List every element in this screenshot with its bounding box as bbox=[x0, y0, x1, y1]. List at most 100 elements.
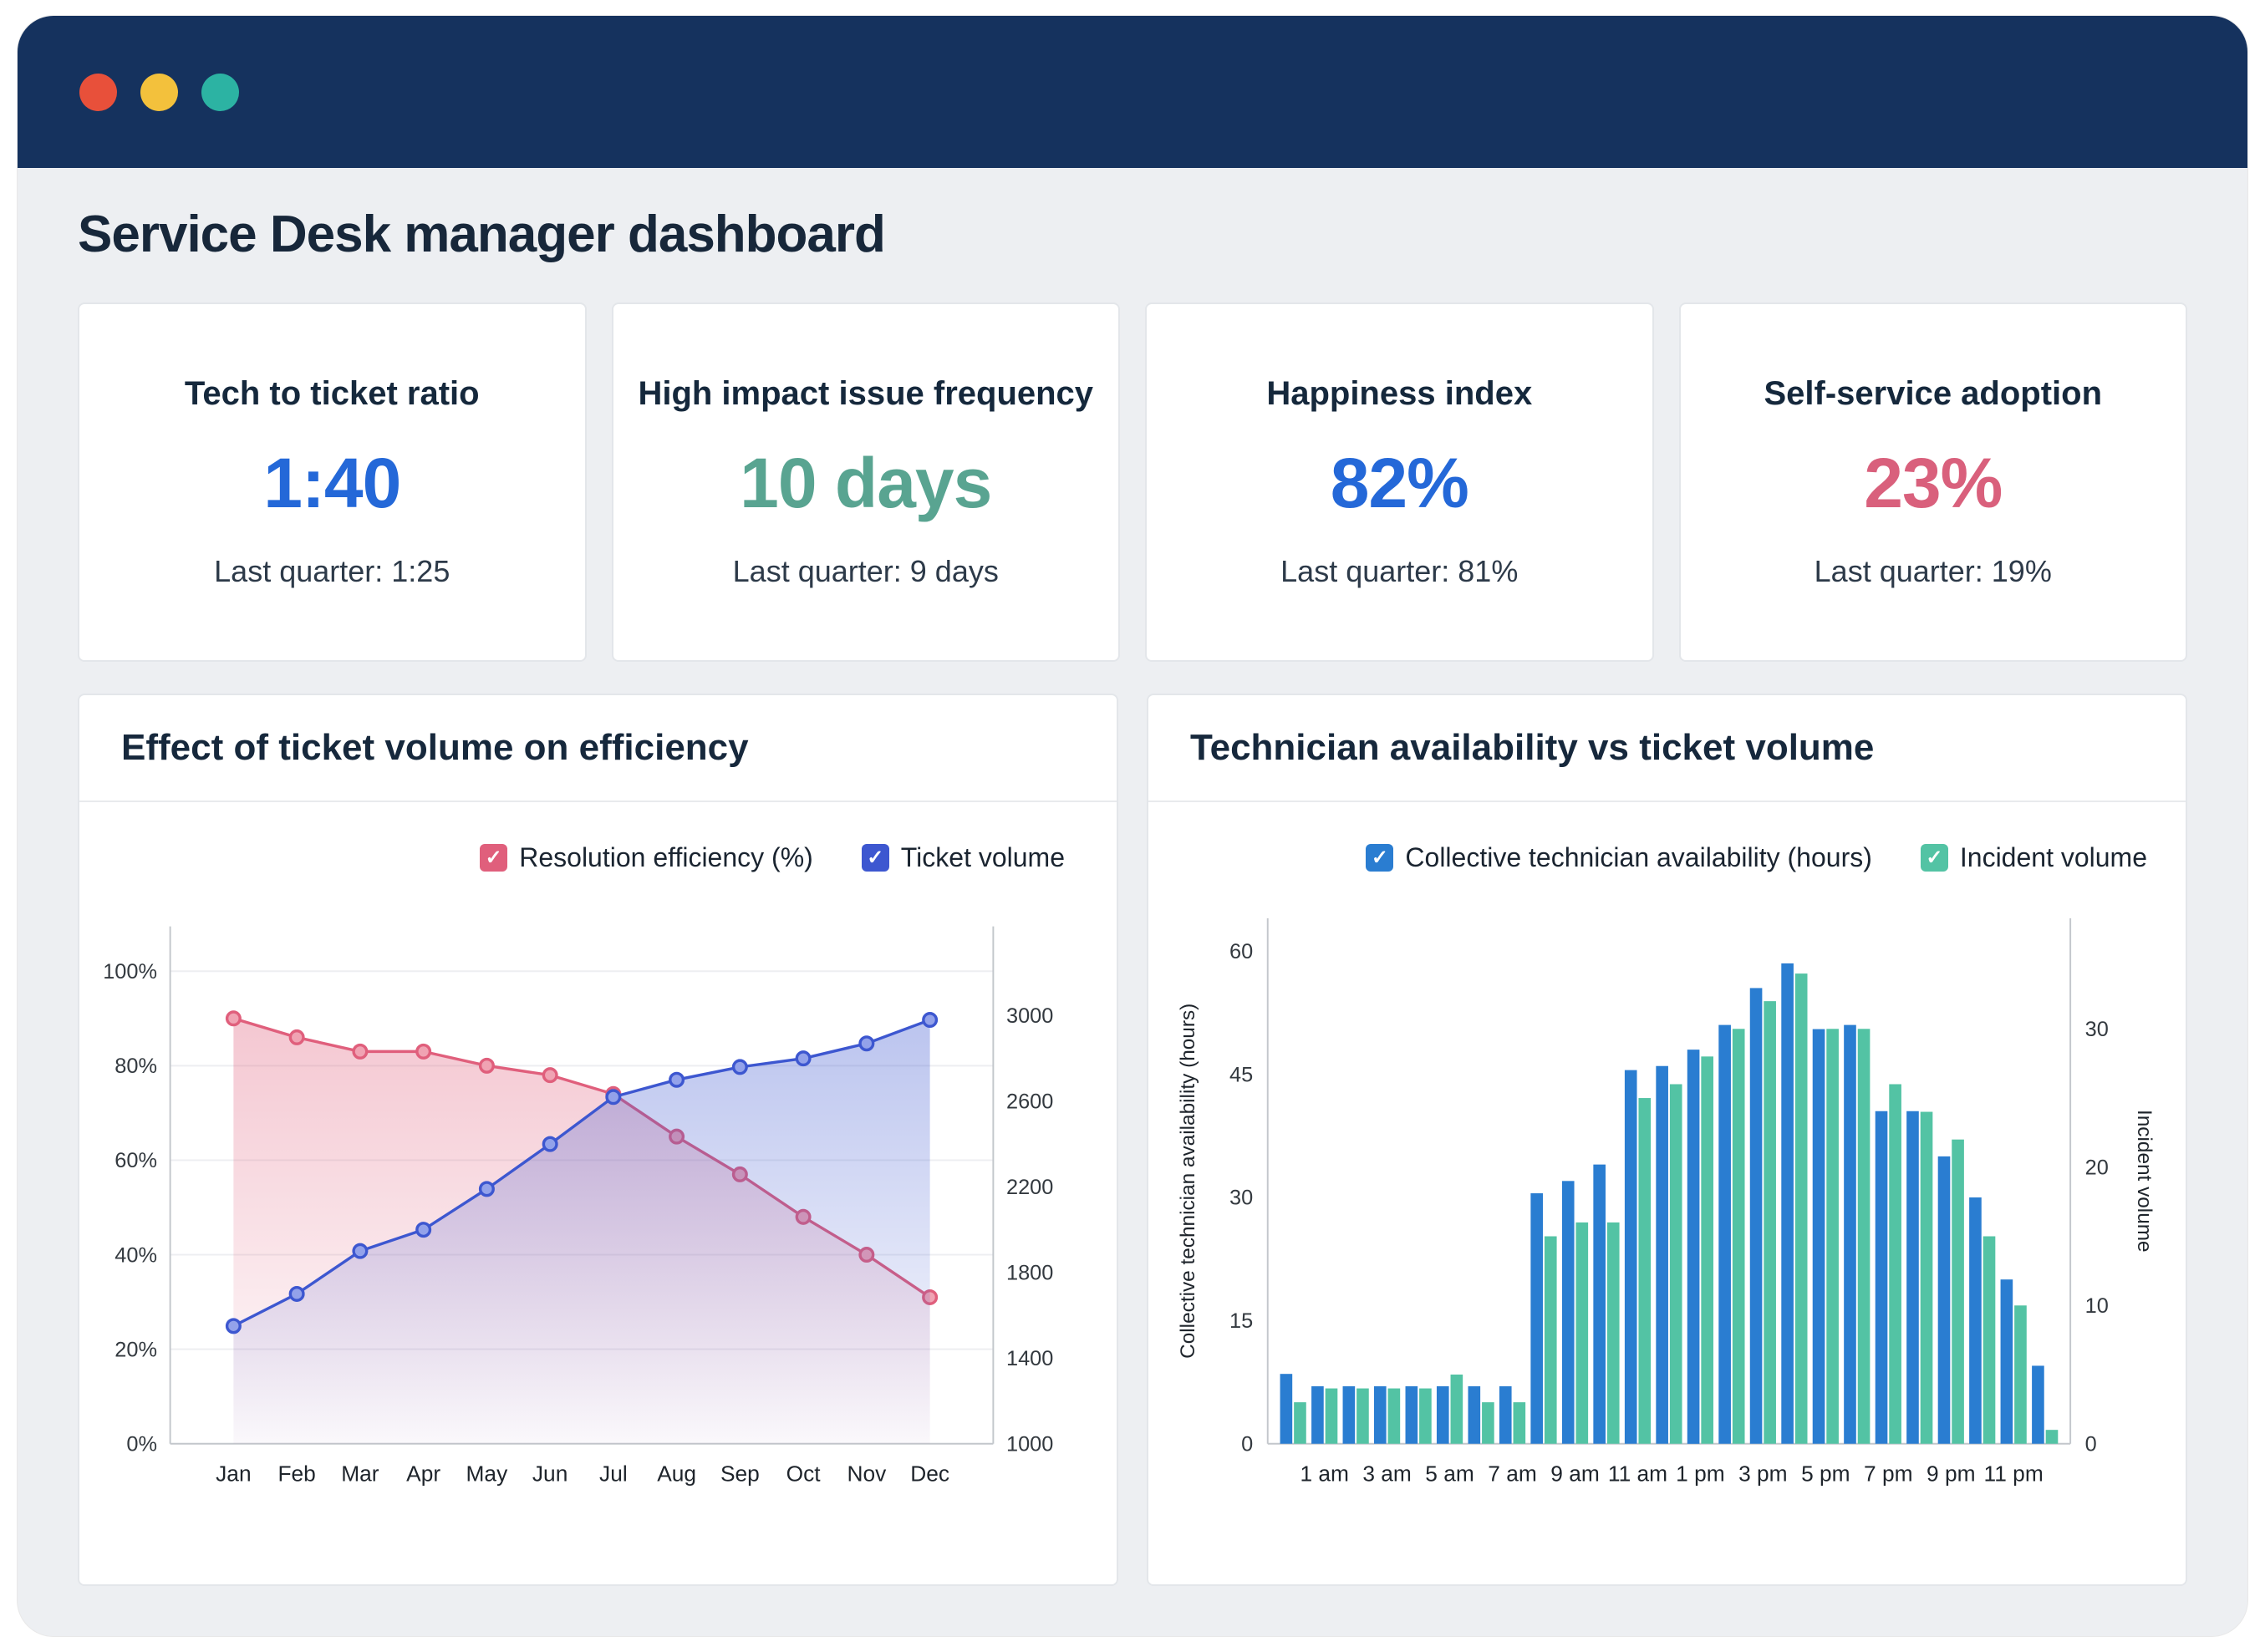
kpi-value: 23% bbox=[1864, 444, 2003, 522]
y2-axis-tick: 2200 bbox=[1006, 1176, 1053, 1199]
series-marker bbox=[225, 1010, 242, 1027]
availability-chart-wrap: 0 15 30 45 60 0 10 20 30 Collective technician av… bbox=[1148, 873, 2186, 1533]
efficiency-chart-wrap: 0% 20% 40% 60% 80% 100% 1000 1400 1800 2200 2600 30… bbox=[79, 873, 1117, 1533]
bar-incident bbox=[1482, 1402, 1494, 1444]
efficiency-panel-title: Effect of ticket volume on efficiency bbox=[121, 727, 749, 768]
bar-incident bbox=[1513, 1402, 1526, 1444]
bar-availability bbox=[1875, 1111, 1888, 1444]
bar-availability bbox=[1781, 963, 1794, 1444]
y2-axis-tick: 20 bbox=[2085, 1156, 2109, 1180]
window-minimize-button[interactable] bbox=[140, 73, 178, 111]
window-maximize-button[interactable] bbox=[201, 73, 239, 111]
x-axis-tick: 1 pm bbox=[1676, 1461, 1725, 1487]
series-marker bbox=[352, 1243, 369, 1259]
bar-availability bbox=[1468, 1386, 1481, 1444]
x-axis-tick: 3 am bbox=[1362, 1461, 1411, 1487]
series-marker bbox=[415, 1222, 432, 1238]
kpi-value: 82% bbox=[1330, 444, 1469, 522]
y2-axis-label: Incident volume bbox=[2133, 1110, 2156, 1253]
series-marker bbox=[795, 1050, 812, 1067]
series-marker bbox=[542, 1067, 558, 1084]
x-axis-tick: Sep bbox=[720, 1461, 760, 1487]
x-axis-tick: May bbox=[466, 1461, 509, 1487]
bar-incident bbox=[1325, 1388, 1338, 1444]
legend-label: Resolution efficiency (%) bbox=[519, 842, 813, 872]
x-axis-tick: 7 am bbox=[1488, 1461, 1537, 1487]
series-marker bbox=[478, 1057, 495, 1074]
availability-legend: Collective technician availability (hour… bbox=[1148, 802, 2186, 873]
bar-incident bbox=[1983, 1236, 1996, 1444]
y-axis-tick: 20% bbox=[115, 1338, 157, 1361]
bar-availability bbox=[1844, 1024, 1856, 1444]
bar-incident bbox=[1387, 1388, 1401, 1444]
availability-bar-chart: 0 15 30 45 60 0 10 20 30 Collective technician av… bbox=[1177, 917, 2156, 1487]
checkbox-checked-icon bbox=[861, 844, 889, 872]
bar-incident bbox=[1419, 1388, 1432, 1444]
bar-incident bbox=[2045, 1430, 2059, 1444]
bar-availability bbox=[1718, 1024, 1731, 1444]
bar-incident bbox=[1450, 1374, 1463, 1444]
legend-item-resolution-efficiency[interactable]: Resolution efficiency (%) bbox=[480, 842, 813, 873]
bar-incident bbox=[1669, 1084, 1682, 1444]
legend-item-ticket-volume[interactable]: Ticket volume bbox=[861, 842, 1065, 873]
page-title: Service Desk manager dashboard bbox=[78, 206, 886, 263]
x-axis-tick: 1 am bbox=[1300, 1461, 1349, 1487]
y-axis-tick: 0% bbox=[126, 1433, 157, 1456]
x-axis-tick: 5 am bbox=[1425, 1461, 1474, 1487]
x-axis-tick: Mar bbox=[341, 1461, 379, 1487]
bar-availability bbox=[1969, 1197, 1982, 1444]
y2-axis-tick: 1000 bbox=[1006, 1433, 1053, 1456]
y-axis-tick: 45 bbox=[1229, 1063, 1253, 1086]
x-axis-tick: Oct bbox=[786, 1461, 822, 1487]
y-axis-tick: 60 bbox=[1229, 940, 1253, 963]
window-close-button[interactable] bbox=[79, 73, 117, 111]
bar-availability bbox=[1687, 1050, 1700, 1444]
series-marker bbox=[288, 1285, 305, 1302]
kpi-title: Tech to ticket ratio bbox=[184, 375, 480, 412]
charts-row: Effect of ticket volume on efficiency Re… bbox=[78, 694, 2187, 1586]
x-axis-tick: 11 pm bbox=[1984, 1461, 2044, 1487]
y2-axis-tick: 30 bbox=[2085, 1018, 2109, 1041]
x-axis-tick: 7 pm bbox=[1864, 1461, 1913, 1487]
legend-item-incident-volume[interactable]: Incident volume bbox=[1920, 842, 2147, 873]
y-axis-tick: 100% bbox=[103, 960, 157, 984]
availability-panel-title: Technician availability vs ticket volume bbox=[1190, 727, 1875, 768]
series-marker bbox=[922, 1012, 939, 1029]
checkbox-checked-icon bbox=[480, 844, 508, 872]
y2-axis-tick: 3000 bbox=[1006, 1004, 1053, 1028]
bar-availability bbox=[1373, 1386, 1387, 1444]
bar-availability bbox=[2000, 1279, 2013, 1444]
bar-availability bbox=[1342, 1386, 1356, 1444]
bar-availability bbox=[1593, 1164, 1606, 1444]
y-axis-tick: 0 bbox=[1241, 1433, 1253, 1456]
x-axis-tick: Feb bbox=[277, 1461, 315, 1487]
series-marker bbox=[415, 1043, 432, 1060]
bar-availability bbox=[2032, 1365, 2044, 1444]
bar-incident bbox=[1606, 1222, 1620, 1444]
bar-availability bbox=[1280, 1374, 1293, 1444]
series-marker bbox=[731, 1059, 748, 1075]
x-axis-tick: Apr bbox=[406, 1461, 440, 1487]
x-axis-tick: 9 am bbox=[1550, 1461, 1600, 1487]
bar-availability bbox=[1561, 1181, 1575, 1444]
kpi-card-happiness-index: Happiness index 82% Last quarter: 81% bbox=[1145, 302, 1654, 662]
y-axis-tick: 40% bbox=[115, 1243, 157, 1267]
series-marker bbox=[478, 1181, 495, 1197]
bar-availability bbox=[1656, 1065, 1668, 1444]
x-axis-tick: 5 pm bbox=[1801, 1461, 1850, 1487]
x-axis-tick: 9 pm bbox=[1927, 1461, 1976, 1487]
x-axis-tick: Dec bbox=[910, 1461, 949, 1487]
bar-incident bbox=[1764, 1001, 1776, 1444]
bar-incident bbox=[2014, 1305, 2027, 1444]
bar-availability bbox=[1405, 1386, 1418, 1444]
legend-item-technician-availability[interactable]: Collective technician availability (hour… bbox=[1366, 842, 1872, 873]
bar-availability bbox=[1311, 1386, 1324, 1444]
y2-axis-tick: 1800 bbox=[1006, 1262, 1053, 1285]
bar-availability bbox=[1499, 1386, 1512, 1444]
bar-incident bbox=[1826, 1029, 1839, 1444]
x-axis-tick: 11 am bbox=[1608, 1461, 1667, 1487]
bar-incident bbox=[1575, 1222, 1589, 1444]
kpi-value: 1:40 bbox=[263, 444, 401, 522]
y2-axis-tick: 2600 bbox=[1006, 1090, 1053, 1114]
checkbox-checked-icon bbox=[1920, 844, 1948, 872]
